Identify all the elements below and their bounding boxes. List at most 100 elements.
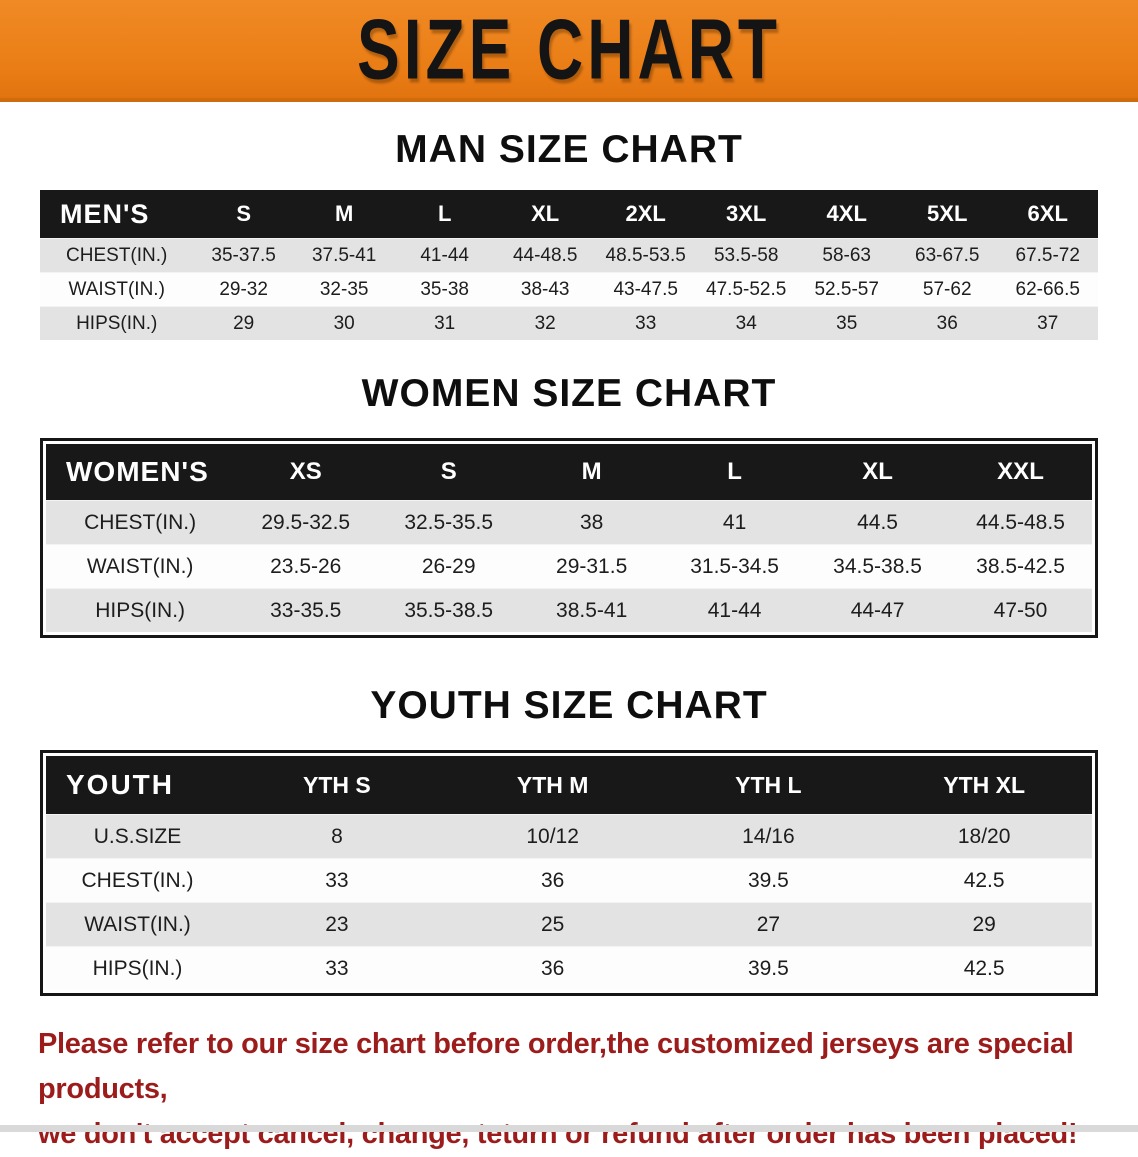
table-cell: 43-47.5 [613,278,678,300]
table-cell: 29 [233,312,255,334]
disclaimer-line-1: Please refer to our size chart before or… [38,1028,1074,1105]
table-cell: 42.5 [963,868,1005,892]
column-header: YTH L [735,771,802,798]
column-header: L [437,201,452,226]
row-label: WAIST(IN.) [86,554,194,578]
page-title: SIZE CHART [357,0,781,98]
column-header: S [440,458,457,485]
table-cell: 29 [972,912,996,936]
column-header: L [727,458,742,485]
table-row: HIPS(IN.) 33 36 39.5 42.5 [46,946,1092,990]
table-cell: 18/20 [957,824,1011,848]
row-label: CHEST(IN.) [81,868,194,892]
table-cell: 34 [735,312,757,334]
table-cell: 30 [333,312,355,334]
table-cell: 44-47 [850,598,905,622]
table-row: HIPS(IN.) 33-35.5 35.5-38.5 38.5-41 41-44 44-… [46,588,1092,632]
table-cell: 10/12 [526,824,579,848]
column-header: YTH S [303,771,371,798]
column-header: XL [862,458,893,485]
table-cell: 25 [540,912,565,936]
table-cell: 33-35.5 [270,598,342,622]
table-cell: 29.5-32.5 [261,510,351,534]
table-cell: 39.5 [747,868,789,892]
table-cell: 41-44 [707,598,762,622]
table-cell: 32-35 [319,278,369,300]
youth-size-section: YOUTH SIZE CHART YOUTH YTH S YTH M YTH L YTH… [0,682,1138,996]
table-cell: 41 [722,510,747,534]
table-cell: 42.5 [963,956,1005,980]
table-row: CHEST(IN.) 33 36 39.5 42.5 [46,858,1092,902]
column-header: M [335,201,354,226]
youth-size-table: YOUTH YTH S YTH M YTH L YTH XL U.S.SIZE 8 10/12… [40,750,1098,996]
women-table-header-row: WOMEN'S XS S M L XL XXL [46,444,1092,500]
column-header: XXL [997,458,1044,485]
column-header: 4XL [826,201,867,226]
table-row: HIPS(IN.) 29 30 31 32 33 34 35 36 37 [40,306,1098,340]
table-cell: 33 [635,312,657,334]
row-label: HIPS(IN.) [95,598,186,622]
table-cell: 38-43 [520,278,570,300]
row-label: U.S.SIZE [93,824,182,848]
table-cell: 32 [534,312,556,334]
table-cell: 38 [579,510,604,534]
table-cell: 35-38 [420,278,469,300]
table-cell: 47.5-52.5 [706,278,787,300]
column-header: 6XL [1027,201,1068,226]
section-title-men: MAN SIZE CHART [395,128,743,171]
table-cell: 29-31.5 [556,554,628,578]
table-row: WAIST(IN.) 23 25 27 29 [46,902,1092,946]
table-cell: 52.5-57 [814,278,879,300]
column-header: XL [531,201,560,226]
table-cell: 39.5 [747,956,789,980]
column-header: 3XL [726,201,767,226]
table-cell: 41-44 [420,244,469,266]
table-cell: 32.5-35.5 [404,510,494,534]
table-cell: 63-67.5 [915,244,980,266]
women-size-table: WOMEN'S XS S M L XL XXL CHEST(IN.) 29.5-32.5 32.5… [40,438,1098,638]
men-size-section: MAN SIZE CHART MEN'S S M L XL 2XL 3XL 4XL 5XL 6XL… [0,126,1138,340]
disclaimer-line-2: we don't accept cancel, change, teturn o… [38,1117,1078,1150]
table-cell: 44.5-48.5 [976,510,1065,534]
table-cell: 67.5-72 [1015,244,1080,266]
table-cell: 35.5-38.5 [404,598,494,622]
table-cell: 58-63 [822,244,872,266]
table-cell: 44.5 [857,510,898,534]
table-cell: 37.5-41 [311,244,377,266]
table-cell: 53.5-58 [713,244,779,266]
women-corner-label: WOMEN'S [66,456,209,487]
table-row: WAIST(IN.) 29-32 32-35 35-38 38-43 43-47.5 47.… [40,272,1098,306]
table-cell: 8 [331,824,343,848]
table-cell: 34.5-38.5 [833,554,922,578]
table-cell: 44-48.5 [512,244,578,266]
table-row: WAIST(IN.) 23.5-26 26-29 29-31.5 31.5-34.5 34… [46,544,1092,588]
column-header: S [236,201,251,226]
column-header: 5XL [927,201,968,226]
men-size-table: MEN'S S M L XL 2XL 3XL 4XL 5XL 6XL CHEST(IN.) 35-37… [40,190,1098,340]
table-cell: 23 [325,912,349,936]
table-cell: 47-50 [993,598,1048,622]
column-header: XS [289,458,322,485]
row-label: HIPS(IN.) [76,312,158,334]
row-label: WAIST(IN.) [68,278,165,300]
table-cell: 27 [756,912,781,936]
bottom-edge-strip [0,1125,1138,1132]
table-cell: 26-29 [421,554,476,578]
table-row: CHEST(IN.) 29.5-32.5 32.5-35.5 38 41 44.5 44.5… [46,500,1092,544]
disclaimer: Please refer to our size chart before or… [38,1022,1100,1157]
section-title-women: WOMEN SIZE CHART [361,372,777,415]
men-table-header-row: MEN'S S M L XL 2XL 3XL 4XL 5XL 6XL [40,190,1098,238]
table-cell: 36 [936,312,958,334]
table-cell: 38.5-41 [556,598,628,622]
column-header: YTH XL [943,771,1026,798]
table-cell: 36 [540,956,565,980]
table-cell: 48.5-53.5 [605,244,686,266]
table-cell: 31.5-34.5 [690,554,779,578]
section-title-youth: YOUTH SIZE CHART [370,684,768,727]
table-cell: 14/16 [742,824,795,848]
table-cell: 37 [1037,312,1059,334]
column-header: YTH M [516,771,589,798]
men-corner-label: MEN'S [60,198,150,229]
youth-corner-label: YOUTH [66,769,174,800]
youth-table-header-row: YOUTH YTH S YTH M YTH L YTH XL [46,756,1092,814]
